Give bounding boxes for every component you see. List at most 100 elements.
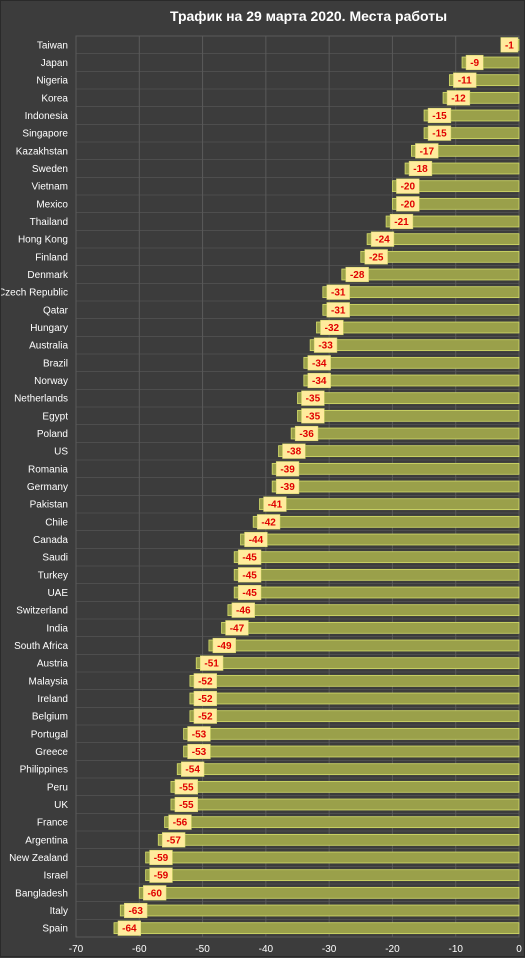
bar bbox=[442, 91, 520, 104]
data-label-box bbox=[174, 779, 198, 795]
data-label: -24 bbox=[375, 235, 390, 246]
data-label-box bbox=[256, 514, 281, 530]
data-label-box bbox=[187, 726, 211, 742]
data-label: -20 bbox=[401, 182, 416, 193]
data-label: -59 bbox=[154, 853, 169, 864]
x-tick-label: -10 bbox=[448, 944, 463, 955]
bar bbox=[404, 162, 520, 175]
bar bbox=[157, 833, 520, 846]
data-label-box bbox=[181, 761, 205, 777]
category-label: Vietnam bbox=[31, 182, 68, 193]
data-label: -45 bbox=[242, 570, 257, 581]
data-label-box bbox=[370, 231, 395, 247]
data-label-box bbox=[143, 885, 167, 901]
data-label: -18 bbox=[413, 164, 428, 175]
x-tick-label: -50 bbox=[195, 944, 210, 955]
category-label: UAE bbox=[47, 588, 68, 599]
bar bbox=[385, 215, 520, 228]
bar bbox=[290, 427, 520, 440]
bar bbox=[271, 480, 520, 493]
category-label: Saudi bbox=[42, 553, 68, 564]
bar bbox=[164, 816, 520, 829]
data-label-box bbox=[199, 655, 224, 671]
x-tick-label: -30 bbox=[322, 944, 337, 955]
data-label: -38 bbox=[287, 447, 302, 458]
category-label: Greece bbox=[35, 747, 68, 758]
data-label: -39 bbox=[280, 482, 295, 493]
bar bbox=[176, 763, 520, 776]
bar bbox=[145, 869, 520, 882]
data-label: -60 bbox=[147, 888, 162, 899]
data-label-box bbox=[453, 72, 477, 88]
category-label: Poland bbox=[37, 429, 68, 440]
data-label: -45 bbox=[242, 553, 257, 564]
data-label-box bbox=[427, 125, 452, 141]
data-label: -52 bbox=[198, 694, 213, 705]
bar bbox=[195, 657, 520, 670]
data-label: -52 bbox=[198, 712, 213, 723]
category-label: Austria bbox=[37, 659, 69, 670]
data-label-box bbox=[408, 160, 433, 177]
data-label: -49 bbox=[217, 641, 232, 652]
data-label-box bbox=[301, 408, 325, 424]
bar bbox=[183, 727, 520, 740]
category-label: Singapore bbox=[22, 129, 68, 140]
bar bbox=[113, 922, 520, 935]
category-label: Israel bbox=[44, 871, 68, 882]
data-label-box bbox=[396, 196, 420, 212]
data-label-box bbox=[364, 249, 388, 265]
category-label: Turkey bbox=[38, 570, 68, 581]
data-label: -55 bbox=[179, 800, 194, 811]
category-label: Qatar bbox=[43, 305, 69, 316]
data-label: -64 bbox=[122, 924, 137, 935]
category-label: Kazakhstan bbox=[16, 146, 68, 157]
bar bbox=[189, 692, 520, 705]
x-tick-label: 0 bbox=[516, 944, 522, 955]
data-label-box bbox=[237, 567, 262, 583]
data-label-box bbox=[313, 337, 338, 353]
data-label-box bbox=[326, 302, 350, 318]
category-label: South Africa bbox=[14, 641, 68, 652]
data-label-box bbox=[149, 867, 173, 883]
category-label: Philippines bbox=[20, 765, 68, 776]
data-label-box bbox=[162, 832, 186, 848]
data-label: -15 bbox=[432, 111, 447, 122]
bar bbox=[392, 180, 520, 193]
data-label: -25 bbox=[369, 252, 384, 263]
category-label: Czech Republic bbox=[1, 288, 68, 299]
bar bbox=[360, 250, 520, 263]
category-label: Mexico bbox=[36, 199, 68, 210]
data-label: -35 bbox=[306, 394, 321, 405]
data-label: -1 bbox=[505, 40, 514, 51]
data-label-box bbox=[307, 355, 331, 371]
x-tick-label: -20 bbox=[385, 944, 400, 955]
category-label: Egypt bbox=[42, 411, 68, 422]
data-label-box bbox=[465, 54, 484, 71]
data-label: -34 bbox=[312, 376, 327, 387]
data-label-box bbox=[231, 602, 255, 618]
bar bbox=[183, 745, 520, 758]
data-label: -15 bbox=[432, 129, 447, 140]
bar bbox=[119, 904, 520, 917]
bar bbox=[303, 356, 520, 369]
data-label-box bbox=[396, 178, 420, 194]
data-label-box bbox=[294, 425, 319, 442]
data-label-box bbox=[117, 920, 142, 936]
category-label: Netherlands bbox=[14, 394, 68, 405]
data-label-box bbox=[275, 461, 300, 477]
data-label-box bbox=[307, 372, 331, 389]
data-label: -28 bbox=[350, 270, 365, 281]
bar bbox=[189, 710, 520, 723]
data-label-box bbox=[237, 549, 262, 565]
bar bbox=[240, 533, 520, 546]
data-label-box bbox=[174, 796, 198, 813]
data-label-box bbox=[500, 37, 519, 53]
data-label: -9 bbox=[470, 58, 479, 69]
data-label: -55 bbox=[179, 782, 194, 793]
data-label: -34 bbox=[312, 358, 327, 369]
category-label: Portugal bbox=[31, 729, 68, 740]
data-label: -47 bbox=[230, 623, 245, 634]
category-label: Indonesia bbox=[25, 111, 69, 122]
category-label: Chile bbox=[45, 517, 68, 528]
category-label: US bbox=[54, 447, 68, 458]
